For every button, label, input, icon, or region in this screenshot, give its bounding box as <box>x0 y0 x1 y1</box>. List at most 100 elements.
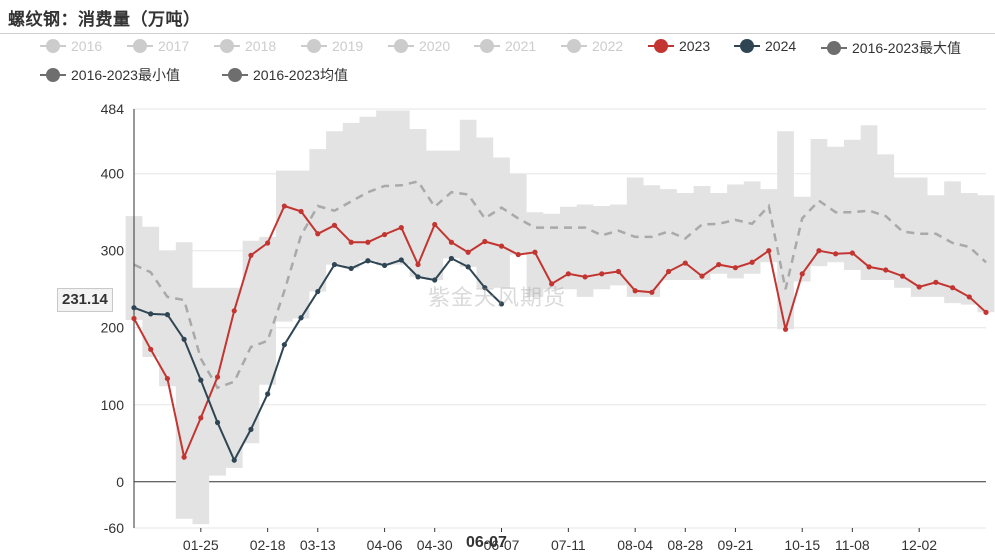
legend-label: 2016-2023均值 <box>253 67 348 83</box>
point-2023 <box>198 415 204 421</box>
point-2023 <box>231 308 237 314</box>
x-tick-label: 06-07 <box>484 537 520 553</box>
point-2024 <box>465 264 471 270</box>
point-2023 <box>398 225 404 231</box>
legend-marker-icon <box>821 41 847 55</box>
point-2023 <box>582 274 588 280</box>
point-2023 <box>716 261 722 268</box>
legend-label: 2018 <box>245 38 277 54</box>
legend-item-2024[interactable]: 2024 <box>734 38 796 54</box>
legend-item-2016-2023均值[interactable]: 2016-2023均值 <box>222 65 348 85</box>
point-2024 <box>498 301 505 307</box>
legend-item-2020[interactable]: 2020 <box>388 38 450 54</box>
point-2024 <box>281 342 287 348</box>
point-2024 <box>265 391 271 397</box>
x-tick-label: 08-28 <box>667 537 703 553</box>
legend-item-2022[interactable]: 2022 <box>561 38 623 54</box>
point-2023 <box>181 454 187 460</box>
point-2023 <box>465 249 471 255</box>
y-tick-label: 400 <box>101 166 125 182</box>
min-max-band <box>125 110 995 525</box>
x-tick-label: 09-21 <box>718 537 754 553</box>
x-tick-label: 04-30 <box>417 537 453 553</box>
point-2023 <box>916 284 922 290</box>
point-2024 <box>432 277 438 283</box>
legend-item-2016-2023最小值[interactable]: 2016-2023最小值 <box>40 65 180 85</box>
point-2023 <box>131 315 137 322</box>
point-2023 <box>866 264 872 270</box>
legend-marker-icon <box>40 68 66 82</box>
x-tick-label: 07-11 <box>551 537 586 553</box>
point-2023 <box>949 285 956 291</box>
legend-item-2023[interactable]: 2023 <box>648 38 710 54</box>
x-tick-label: 11-08 <box>835 537 870 553</box>
legend-label: 2024 <box>765 38 797 54</box>
point-2023 <box>883 267 889 273</box>
point-2023 <box>265 240 271 246</box>
legend-marker-icon <box>214 39 240 53</box>
point-2023 <box>532 249 538 255</box>
point-2023 <box>749 259 755 265</box>
x-tick-label: 03-13 <box>300 537 336 553</box>
legend-item-2017[interactable]: 2017 <box>127 38 189 54</box>
point-2023 <box>682 260 688 266</box>
legend-label: 2016-2023最小值 <box>71 67 180 83</box>
point-2024 <box>398 257 404 263</box>
chart-title: 螺纹钢：消费量（万吨） <box>8 10 201 29</box>
point-2023 <box>599 271 605 277</box>
y-tick-label: -60 <box>104 520 124 536</box>
point-2024 <box>348 265 354 272</box>
point-2023 <box>816 248 822 254</box>
point-2023 <box>782 326 789 332</box>
legend-label: 2022 <box>592 38 624 54</box>
point-2023 <box>348 239 354 245</box>
point-2024 <box>198 377 204 383</box>
point-2024 <box>331 261 338 268</box>
point-2024 <box>131 305 137 311</box>
legend-marker-icon <box>734 39 760 53</box>
point-2023 <box>833 251 839 257</box>
y-tick-label: 200 <box>101 320 125 336</box>
legend-label: 2021 <box>505 38 537 54</box>
legend-label: 2016-2023最大值 <box>852 40 961 56</box>
point-2023 <box>164 375 171 382</box>
x-tick-label: 02-18 <box>250 537 286 553</box>
point-2023 <box>498 243 505 249</box>
point-2023 <box>732 265 739 271</box>
point-2023 <box>298 208 304 215</box>
x-tick-label: 04-06 <box>367 537 403 553</box>
x-tick-label: 01-25 <box>183 537 219 553</box>
point-2023 <box>315 231 321 237</box>
point-2023 <box>649 289 655 295</box>
point-2024 <box>381 262 388 268</box>
point-2023 <box>549 281 555 287</box>
legend-marker-icon <box>40 39 66 53</box>
legend-item-2021[interactable]: 2021 <box>474 38 536 54</box>
series-line-2023 <box>133 204 987 461</box>
point-2023 <box>214 374 221 380</box>
legend-marker-icon <box>474 39 500 53</box>
point-2023 <box>448 239 455 245</box>
legend-item-2018[interactable]: 2018 <box>214 38 276 54</box>
point-2024 <box>148 311 154 317</box>
point-2024 <box>231 457 237 463</box>
y-tick-label: 484 <box>101 101 125 117</box>
point-2023 <box>331 222 338 228</box>
x-tick-label: 08-04 <box>617 537 653 553</box>
legend-item-2019[interactable]: 2019 <box>301 38 363 54</box>
legend-item-2016[interactable]: 2016 <box>40 38 102 54</box>
point-2024 <box>448 255 455 262</box>
legend-label: 2017 <box>158 38 190 54</box>
point-2023 <box>515 251 521 258</box>
legend-item-2016-2023最大值[interactable]: 2016-2023最大值 <box>821 38 961 58</box>
legend-label: 2019 <box>332 38 364 54</box>
point-2024 <box>365 258 371 264</box>
point-2024 <box>164 312 171 318</box>
point-2024 <box>482 285 488 291</box>
x-axis-pointer-label: 06-07 <box>466 534 507 551</box>
point-2023 <box>415 261 421 268</box>
legend-marker-icon <box>127 39 153 53</box>
y-tick-label: 100 <box>101 397 125 413</box>
point-2023 <box>699 273 705 279</box>
